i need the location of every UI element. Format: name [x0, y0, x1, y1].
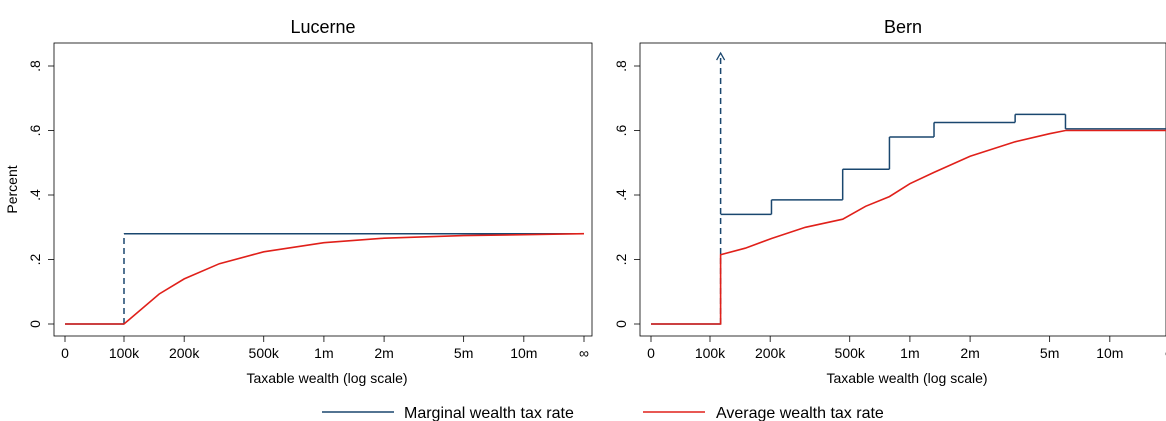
y-axis-label: Percent: [4, 165, 20, 213]
series-marginal-arrowhead: [716, 51, 726, 61]
y-tick-label: .4: [613, 189, 629, 201]
x-tick-label: 200k: [169, 345, 200, 361]
x-axis-label: Taxable wealth (log scale): [826, 370, 987, 386]
x-tick-label: 100k: [695, 345, 726, 361]
x-tick-label: 5m: [1040, 345, 1059, 361]
x-tick-label: 200k: [755, 345, 786, 361]
x-tick-label: 1m: [314, 345, 333, 361]
series-average-line: [651, 129, 1166, 325]
x-tick-label: 1m: [900, 345, 919, 361]
x-tick-label: 500k: [249, 345, 280, 361]
legend-average-label: Average wealth tax rate: [716, 405, 884, 421]
x-axis-label: Taxable wealth (log scale): [246, 370, 407, 386]
x-tick-label: 10m: [510, 345, 537, 361]
y-tick-label: .8: [613, 60, 629, 72]
y-tick-label: .2: [613, 253, 629, 265]
panel-bern: Bern0100k200k500k1m2m5m10m∞0.2.4.6.8Taxa…: [613, 17, 1166, 386]
x-tick-label: 10m: [1096, 345, 1123, 361]
panel-lucerne: Lucerne 0 100k 200k 500k 1m 2m 5m 10m ∞ 0 .2 .4 .6 .8 T…: [4, 17, 593, 386]
y-tick-label: 0: [27, 320, 43, 328]
plot-frame: [53, 42, 593, 337]
y-tick-label: .8: [27, 60, 43, 72]
y-tick-label: 0: [613, 320, 629, 328]
legend: Marginal wealth tax rate Average wealth …: [322, 405, 884, 421]
x-tick-label: 500k: [835, 345, 866, 361]
x-tick-label: 0: [61, 345, 69, 361]
y-tick-label: .6: [613, 124, 629, 136]
x-tick-label: 2m: [374, 345, 393, 361]
x-tick-label: ∞: [579, 345, 589, 361]
x-tick-label: 5m: [454, 345, 473, 361]
chart-title: Bern: [884, 17, 922, 37]
y-tick-label: .2: [27, 253, 43, 265]
series-average-line: [65, 232, 585, 325]
legend-marginal-label: Marginal wealth tax rate: [404, 405, 574, 421]
plot-frame: [639, 42, 1166, 337]
x-tick-label: 0: [647, 345, 655, 361]
x-tick-label: 2m: [960, 345, 979, 361]
x-tick-label: 100k: [109, 345, 140, 361]
y-tick-label: .4: [27, 189, 43, 201]
chart-title: Lucerne: [290, 17, 355, 37]
y-tick-label: .6: [27, 124, 43, 136]
